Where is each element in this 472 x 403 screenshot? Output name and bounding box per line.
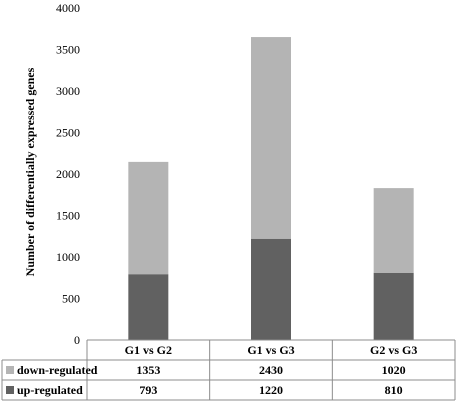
bars	[128, 37, 414, 340]
table-cell-value: 1020	[382, 363, 406, 377]
category-label: G1 vs G3	[247, 343, 294, 357]
table-cell-value: 2430	[259, 363, 283, 377]
y-tick-label: 500	[62, 292, 80, 306]
bar-down-regulated-1	[251, 37, 291, 239]
table-cell-value: 810	[385, 383, 403, 397]
y-tick-label: 4000	[56, 1, 80, 15]
y-tick-label: 0	[74, 333, 80, 347]
y-axis-title: Number of differentially expressed genes	[23, 67, 37, 276]
bar-down-regulated-2	[373, 188, 414, 273]
y-tick-label: 2000	[56, 167, 80, 181]
bar-down-regulated-0	[128, 161, 169, 275]
y-tick-label: 3500	[56, 43, 80, 57]
bar-up-regulated-0	[128, 274, 169, 340]
bar-up-regulated-1	[251, 238, 291, 340]
bar-up-regulated-2	[373, 272, 414, 340]
data-table: G1 vs G2 G1 vs G3 G2 vs G3 down-regulated 13…	[1, 339, 456, 401]
category-label: G1 vs G2	[125, 343, 172, 357]
y-tick-label: 2500	[56, 126, 80, 140]
y-tick-label: 3000	[56, 84, 80, 98]
table-cell-value: 793	[139, 383, 157, 397]
legend-label-down-regulated: down-regulated	[17, 363, 98, 377]
table-cell-value: 1353	[136, 363, 160, 377]
legend-key-down-regulated	[6, 366, 14, 374]
legend-key-up-regulated	[6, 386, 14, 394]
y-tick-label: 1500	[56, 209, 80, 223]
table-cell-value: 1220	[259, 383, 283, 397]
y-axis-ticks: 0 500 1000 1500 2000 2500 3000 3500 4000	[56, 1, 80, 347]
category-label: G2 vs G3	[370, 343, 417, 357]
y-tick-label: 1000	[56, 250, 80, 264]
legend-label-up-regulated: up-regulated	[17, 383, 83, 397]
